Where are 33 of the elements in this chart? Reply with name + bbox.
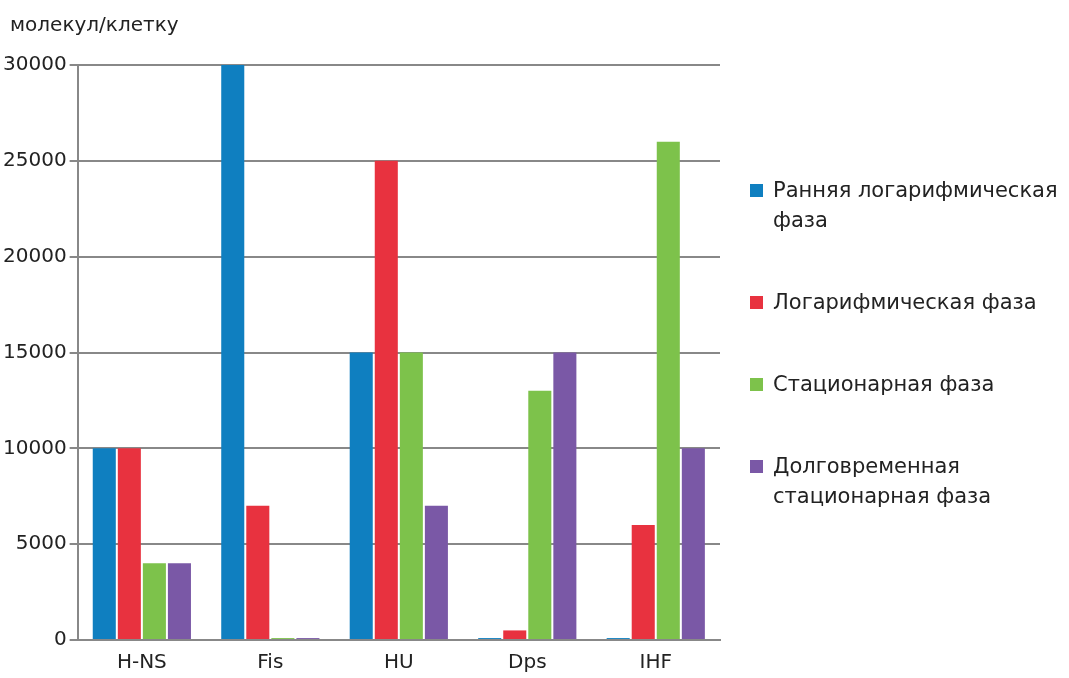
bar [349, 352, 373, 639]
legend-label: Логарифмическая фаза [773, 289, 1037, 316]
bar [681, 448, 705, 639]
x-tick-label: H-NS [116, 649, 167, 674]
x-tick-label: IHF [639, 649, 672, 674]
legend-label: Стационарная фаза [773, 371, 995, 398]
y-tick-label: 15000 [3, 338, 67, 363]
x-tick-label: Dps [508, 649, 547, 674]
bar [553, 352, 577, 639]
x-tick-label: Fis [257, 649, 284, 674]
x-tick-label: HU [383, 649, 414, 674]
bar [167, 563, 191, 639]
bar [117, 448, 141, 639]
y-tick-label: 0 [53, 626, 67, 651]
y-tick-label: 10000 [3, 434, 67, 459]
bar [424, 505, 448, 639]
bar [503, 630, 527, 639]
y-tick-label: 5000 [15, 530, 67, 555]
bar [528, 390, 552, 639]
bar [221, 65, 245, 639]
y-tick-label: 20000 [3, 242, 67, 267]
bar [246, 505, 270, 639]
bar [399, 352, 423, 639]
bar [142, 563, 166, 639]
bar [92, 448, 116, 639]
legend-label: Долговременная стационарная фаза [773, 453, 993, 510]
bar [631, 525, 655, 639]
y-tick-label: 30000 [3, 51, 67, 76]
legend-label: Ранняя логарифмическая фаза [773, 177, 1059, 234]
bar [374, 160, 398, 639]
y-tick-label: 25000 [3, 147, 67, 172]
bar [656, 141, 680, 639]
y-axis-title: молекул/клетку [10, 12, 179, 36]
